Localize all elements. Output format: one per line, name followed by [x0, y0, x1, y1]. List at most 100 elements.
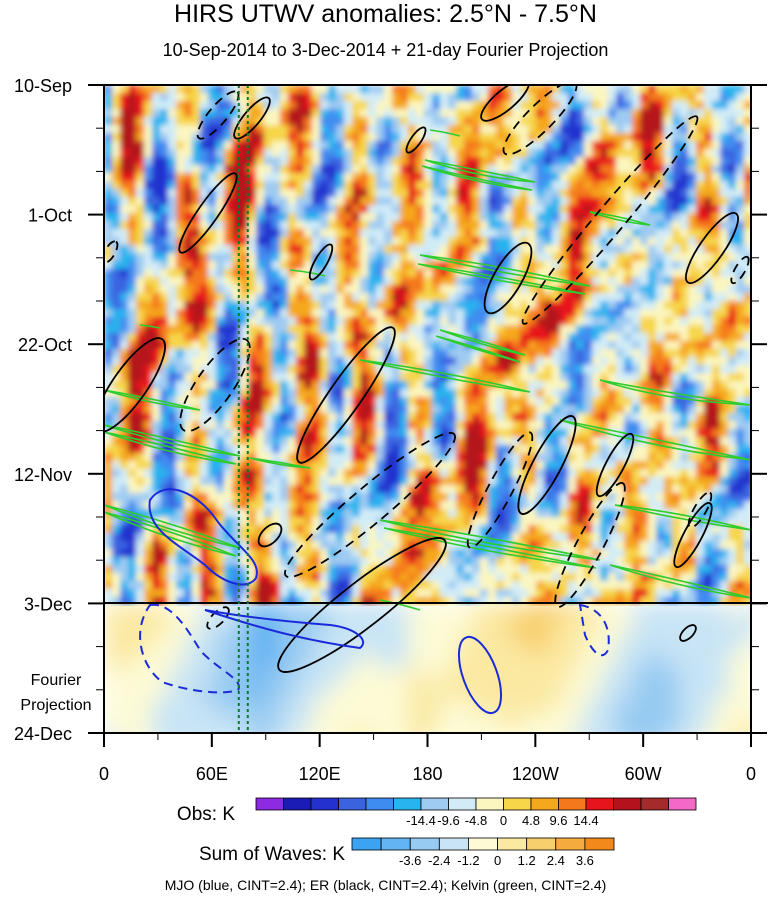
heatmap-cell: [656, 549, 665, 558]
heatmap-cell: [512, 197, 521, 206]
heatmap-cell: [696, 157, 705, 166]
heatmap-cell: [408, 189, 417, 198]
heatmap-cell: [112, 301, 121, 310]
heatmap-cell: [184, 349, 193, 358]
heatmap-cell: [744, 365, 751, 374]
heatmap-cell: [296, 101, 305, 110]
heatmap-cell: [720, 461, 729, 470]
heatmap-cell: [328, 101, 337, 110]
heatmap-cell: [216, 429, 225, 438]
heatmap-cell: [296, 413, 305, 422]
heatmap-cell: [304, 165, 313, 174]
heatmap-cell: [272, 525, 281, 534]
heatmap-cell: [264, 525, 273, 534]
heatmap-cell: [568, 525, 577, 534]
heatmap-cell: [472, 293, 481, 302]
heatmap-cell: [408, 389, 417, 398]
heatmap-cell: [344, 253, 353, 262]
heatmap-cell: [712, 461, 721, 470]
heatmap-cell: [336, 261, 345, 270]
heatmap-cell: [248, 165, 257, 174]
heatmap-cell: [376, 517, 385, 526]
heatmap-cell: [584, 349, 593, 358]
heatmap-cell: [704, 557, 713, 566]
heatmap-cell: [240, 117, 249, 126]
heatmap-cell: [112, 381, 121, 390]
heatmap-cell: [128, 269, 137, 278]
heatmap-cell: [592, 445, 601, 454]
heatmap-cell: [472, 469, 481, 478]
heatmap-cell: [176, 541, 185, 550]
heatmap-cell: [304, 269, 313, 278]
heatmap-cell: [608, 221, 617, 230]
heatmap-cell: [688, 357, 697, 366]
heatmap-cell: [696, 421, 705, 430]
heatmap-cell: [448, 197, 457, 206]
heatmap-cell: [112, 333, 121, 342]
heatmap-cell: [296, 517, 305, 526]
heatmap-cell: [152, 477, 161, 486]
heatmap-cell: [712, 509, 721, 518]
heatmap-cell: [512, 317, 521, 326]
heatmap-cell: [304, 149, 313, 158]
heatmap-cell: [336, 141, 345, 150]
heatmap-cell: [576, 485, 585, 494]
heatmap-cell: [384, 397, 393, 406]
heatmap-cell: [152, 493, 161, 502]
heatmap-cell: [312, 437, 321, 446]
heatmap-cell: [640, 269, 649, 278]
heatmap-cell: [512, 381, 521, 390]
heatmap-cell: [464, 165, 473, 174]
heatmap-cell: [704, 165, 713, 174]
heatmap-cell: [496, 93, 505, 102]
heatmap-cell: [640, 141, 649, 150]
heatmap-cell: [240, 557, 249, 566]
heatmap-cell: [288, 501, 297, 510]
heatmap-cell: [296, 221, 305, 230]
heatmap-cell: [384, 477, 393, 486]
heatmap-cell: [496, 269, 505, 278]
heatmap-cell: [480, 197, 489, 206]
heatmap-cell: [232, 165, 241, 174]
heatmap-cell: [712, 453, 721, 462]
heatmap-cell: [160, 181, 169, 190]
heatmap-cell: [712, 405, 721, 414]
heatmap-cell: [144, 461, 153, 470]
heatmap-cell: [640, 117, 649, 126]
heatmap-cell: [424, 117, 433, 126]
heatmap-cell: [216, 381, 225, 390]
heatmap-cell: [272, 237, 281, 246]
heatmap-cell: [384, 165, 393, 174]
heatmap-cell: [144, 93, 153, 102]
heatmap-cell: [576, 293, 585, 302]
heatmap-cell: [368, 245, 377, 254]
heatmap-cell: [152, 525, 161, 534]
heatmap-cell: [560, 93, 569, 102]
heatmap-cell: [464, 117, 473, 126]
heatmap-cell: [504, 309, 513, 318]
heatmap-cell: [424, 141, 433, 150]
heatmap-cell: [496, 533, 505, 542]
heatmap-cell: [112, 221, 121, 230]
heatmap-cell: [336, 421, 345, 430]
heatmap-cell: [696, 429, 705, 438]
heatmap-cell: [280, 453, 289, 462]
heatmap-cell: [120, 189, 129, 198]
heatmap-cell: [656, 261, 665, 270]
heatmap-cell: [208, 125, 217, 134]
heatmap-cell: [520, 405, 529, 414]
heatmap-cell: [392, 573, 401, 582]
heatmap-cell: [624, 477, 633, 486]
heatmap-cell: [312, 125, 321, 134]
heatmap-cell: [352, 501, 361, 510]
heatmap-cell: [472, 141, 481, 150]
heatmap-cell: [336, 293, 345, 302]
heatmap-cell: [680, 541, 689, 550]
heatmap-cell: [328, 109, 337, 118]
heatmap-cell: [576, 381, 585, 390]
heatmap-cell: [256, 445, 265, 454]
heatmap-cell: [584, 341, 593, 350]
heatmap-cell: [128, 165, 137, 174]
heatmap-cell: [192, 493, 201, 502]
heatmap-cell: [744, 285, 751, 294]
